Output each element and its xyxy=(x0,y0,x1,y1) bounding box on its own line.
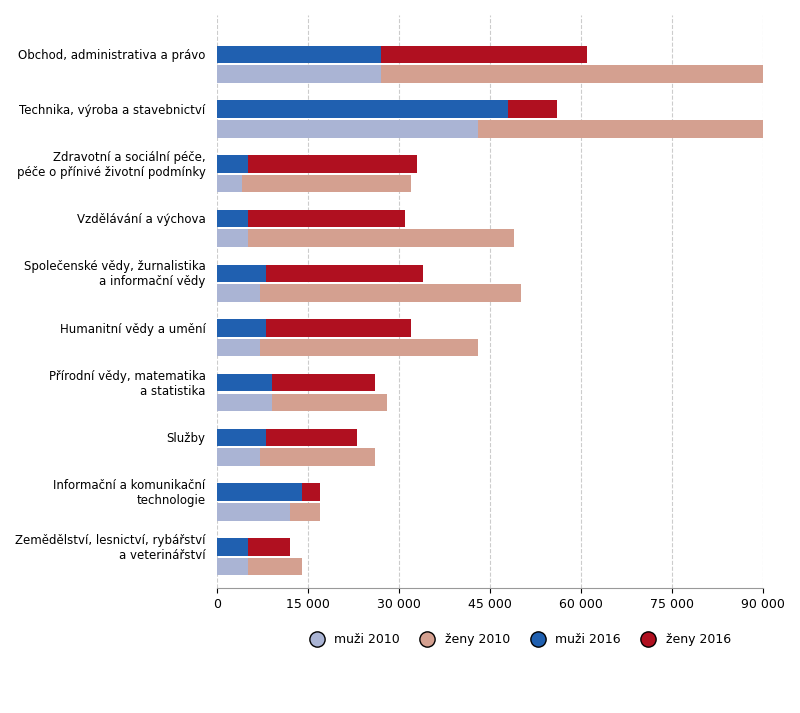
Bar xyxy=(290,503,320,520)
Bar xyxy=(218,101,508,118)
Bar xyxy=(218,284,260,302)
Bar xyxy=(218,429,266,446)
Bar xyxy=(508,101,557,118)
Bar xyxy=(260,284,521,302)
Bar xyxy=(248,538,290,555)
Bar xyxy=(218,483,302,501)
Bar xyxy=(218,66,381,83)
Bar xyxy=(218,503,290,520)
Bar xyxy=(218,558,248,575)
Bar xyxy=(242,175,411,193)
Bar xyxy=(266,429,357,446)
Bar xyxy=(218,339,260,356)
Bar xyxy=(248,558,302,575)
Bar xyxy=(272,374,375,391)
Bar xyxy=(266,265,423,282)
Bar xyxy=(248,210,406,227)
Bar xyxy=(302,483,320,501)
Bar xyxy=(381,66,800,83)
Bar xyxy=(218,175,242,193)
Bar xyxy=(218,538,248,555)
Bar xyxy=(218,374,272,391)
Bar xyxy=(248,230,514,247)
Bar xyxy=(218,448,260,466)
Bar xyxy=(381,46,587,63)
Bar xyxy=(218,155,248,173)
Bar xyxy=(248,155,418,173)
Bar xyxy=(218,210,248,227)
Bar xyxy=(266,319,411,337)
Legend: muži 2010, ženy 2010, muži 2016, ženy 2016: muži 2010, ženy 2010, muži 2016, ženy 20… xyxy=(299,628,736,651)
Bar xyxy=(218,319,266,337)
Bar xyxy=(218,120,478,138)
Bar xyxy=(272,394,387,411)
Bar xyxy=(218,394,272,411)
Bar xyxy=(218,46,381,63)
Bar xyxy=(260,448,375,466)
Bar xyxy=(218,230,248,247)
Bar xyxy=(260,339,478,356)
Bar xyxy=(478,120,800,138)
Bar xyxy=(218,265,266,282)
